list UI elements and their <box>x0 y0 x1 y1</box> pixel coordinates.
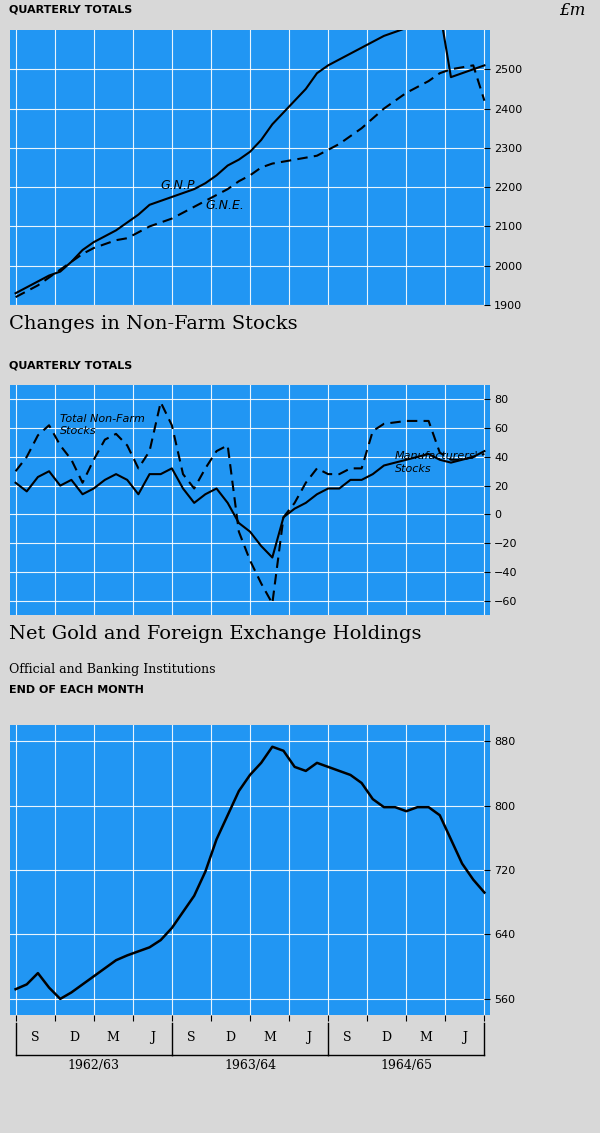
Text: D: D <box>69 1031 79 1045</box>
Text: QUARTERLY TOTALS: QUARTERLY TOTALS <box>9 360 132 370</box>
Text: Total Non-Farm
Stocks: Total Non-Farm Stocks <box>60 414 145 436</box>
Text: Official and Banking Institutions: Official and Banking Institutions <box>9 663 215 676</box>
Text: S: S <box>31 1031 40 1045</box>
Text: M: M <box>263 1031 276 1045</box>
Text: J: J <box>463 1031 467 1045</box>
Text: D: D <box>226 1031 236 1045</box>
Text: Changes in Non-Farm Stocks: Changes in Non-Farm Stocks <box>9 315 298 333</box>
Text: Manufacturers'
Stocks: Manufacturers' Stocks <box>395 451 479 474</box>
Text: J: J <box>150 1031 155 1045</box>
Text: £m: £m <box>559 2 585 19</box>
Text: D: D <box>382 1031 392 1045</box>
Text: M: M <box>107 1031 119 1045</box>
Text: Net Gold and Foreign Exchange Holdings: Net Gold and Foreign Exchange Holdings <box>9 625 421 644</box>
Text: G.N.P.: G.N.P. <box>161 179 197 193</box>
Text: S: S <box>343 1031 352 1045</box>
Text: J: J <box>306 1031 311 1045</box>
Text: END OF EACH MONTH: END OF EACH MONTH <box>9 685 144 695</box>
Text: 1964/65: 1964/65 <box>380 1059 432 1072</box>
Text: M: M <box>419 1031 432 1045</box>
Text: G.N.E.: G.N.E. <box>205 198 244 212</box>
Text: 1963/64: 1963/64 <box>224 1059 276 1072</box>
Text: S: S <box>187 1031 196 1045</box>
Text: 1962/63: 1962/63 <box>68 1059 120 1072</box>
Text: QUARTERLY TOTALS: QUARTERLY TOTALS <box>9 5 132 15</box>
